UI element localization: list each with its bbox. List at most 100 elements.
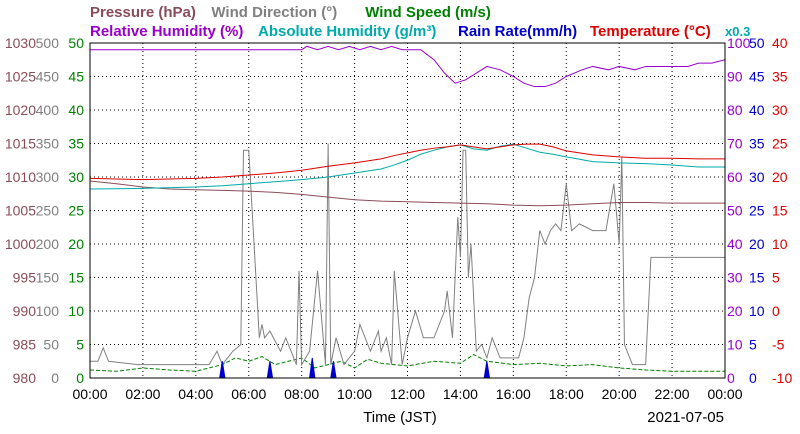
pressure-tick-label: 1025 [5,69,36,85]
x-tick-label: 12:00 [390,386,425,402]
wind_speed-tick-label: 10 [68,303,84,319]
pressure-tick-label: 1005 [5,203,36,219]
x-tick-label: 20:00 [602,386,637,402]
x-tick-label: 16:00 [496,386,531,402]
x-tick-label: 06:00 [231,386,266,402]
rh-tick-label: 10 [727,337,743,353]
rain-tick-label: 10 [749,303,765,319]
wind_speed-tick-label: 45 [68,69,84,85]
x-tick-label: 18:00 [549,386,584,402]
pressure-tick-label: 980 [13,370,37,386]
x-tick-label: 02:00 [125,386,160,402]
x-axis-ticks: 00:00 02:00 04:00 06:00 08:00 10:00 12:00 14:00… [72,386,742,402]
pressure-tick-label: 985 [13,337,37,353]
rh-tick-label: 70 [727,136,743,152]
rh-tick-label: 50 [727,203,743,219]
legend-rh: Relative Humidity (%) [90,23,243,40]
wind_dir-tick-label: 400 [36,102,60,118]
wind_dir-tick-label: 50 [43,337,59,353]
rh-tick-label: 60 [727,169,743,185]
temp-tick-label: 5 [772,270,780,286]
x-tick-label: 04:00 [178,386,213,402]
temp-tick-label: -5 [772,337,785,353]
legend-ah: Absolute Humidity (g/m³) [258,23,436,40]
temp-tick-label: 10 [772,236,788,252]
rh-tick-label: 20 [727,303,743,319]
x-tick-label: 08:00 [284,386,319,402]
pressure-tick-label: 995 [13,270,37,286]
legend-rain: Rain Rate(mm/h) [458,23,577,40]
wind_dir-tick-label: 500 [36,35,60,51]
pressure-tick-label: 1000 [5,236,36,252]
wind_speed-tick-label: 50 [68,35,84,51]
wind_speed-tick-label: 20 [68,236,84,252]
rain-spike [483,361,491,378]
pressure-tick-label: 1030 [5,35,36,51]
wind_speed-tick-label: 15 [68,270,84,286]
rain-tick-label: 5 [749,337,757,353]
rain-tick-label: 0 [749,370,757,386]
rain-tick-label: 25 [749,203,765,219]
wind_dir-tick-label: 450 [36,69,60,85]
temp-tick-label: 25 [772,136,788,152]
rain-spike [266,361,274,378]
temp-tick-label: 30 [772,102,788,118]
series-wind-dir [90,143,725,367]
series-wind-speed [90,353,725,372]
wind_dir-tick-label: 250 [36,203,60,219]
rh-tick-label: 40 [727,236,743,252]
series-rain [219,357,491,378]
legend-pressure: Pressure (hPa) [90,4,196,21]
temp-tick-label: 15 [772,203,788,219]
pressure-tick-label: 990 [13,303,37,319]
wind_speed-tick-label: 25 [68,203,84,219]
wind_dir-tick-label: 150 [36,270,60,286]
legend-row-1: Pressure (hPa) Wind Direction (°) Wind Spe… [90,4,491,21]
wind_dir-tick-label: 0 [51,370,59,386]
legend-ah_scale: x0.3 [725,24,750,39]
rh-tick-label: 0 [727,370,735,386]
rain-tick-label: 45 [749,69,765,85]
x-tick-label: 10:00 [337,386,372,402]
legend-row-2: Relative Humidity (%) Absolute Humidity (… [90,23,750,40]
wind_dir-tick-label: 200 [36,236,60,252]
wind_speed-tick-label: 5 [76,337,84,353]
wind_speed-tick-label: 0 [76,370,84,386]
x-axis-label: Time (JST) [363,409,437,426]
rain-spike [309,357,316,378]
rain-tick-label: 30 [749,169,765,185]
x-tick-label: 00:00 [707,386,742,402]
legend-wind_dir: Wind Direction (°) [211,4,337,21]
plot-frame [89,42,726,379]
rh-tick-label: 80 [727,102,743,118]
wind_dir-tick-label: 350 [36,136,60,152]
rain-tick-label: 40 [749,102,765,118]
wind_dir-tick-label: 300 [36,169,60,185]
series-rh [90,45,725,88]
rain-tick-label: 20 [749,236,765,252]
x-tick-label: 00:00 [72,386,107,402]
wind_dir-tick-label: 100 [36,303,60,319]
wind_speed-tick-label: 35 [68,136,84,152]
legend-temp: Temperature (°C) [590,23,711,40]
rain-tick-label: 50 [749,35,765,51]
x-tick-label: 14:00 [443,386,478,402]
rain-tick-label: 35 [749,136,765,152]
rain-spike [219,361,226,378]
pressure-tick-label: 1020 [5,102,36,118]
temp-tick-label: 0 [772,303,780,319]
rain-tick-label: 15 [749,270,765,286]
right-axes: 1009080706050403020100504540353025201510… [727,35,792,386]
series-pressure [90,180,725,207]
date-label: 2021-07-05 [647,409,724,426]
rh-tick-label: 30 [727,270,743,286]
series-temp [90,143,725,181]
x-tick-label: 22:00 [655,386,690,402]
temp-tick-label: 35 [772,69,788,85]
temp-tick-label: -10 [772,370,792,386]
pressure-tick-label: 1015 [5,136,36,152]
legend-wind_speed: Wind Speed (m/s) [365,4,491,21]
rain-spike [330,361,337,378]
pressure-tick-label: 1010 [5,169,36,185]
